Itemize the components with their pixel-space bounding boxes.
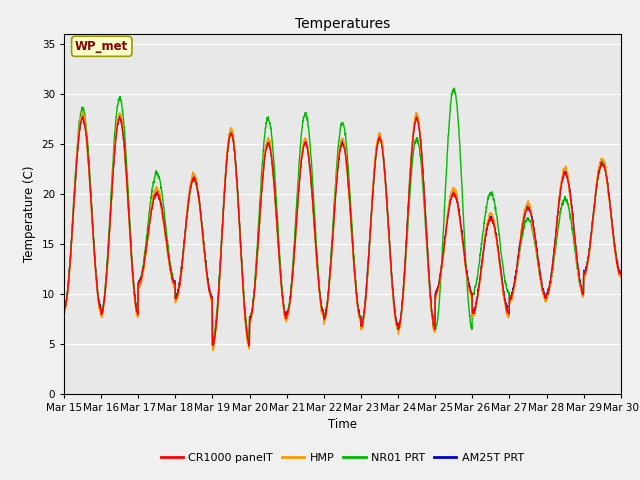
Y-axis label: Temperature (C): Temperature (C) bbox=[23, 165, 36, 262]
HMP bbox=[584, 264, 591, 269]
NR01 PRT bbox=[568, 223, 575, 228]
Line: CR1000 panelT: CR1000 panelT bbox=[64, 118, 621, 346]
HMP bbox=[209, 348, 217, 354]
HMP bbox=[216, 275, 223, 281]
Legend: CR1000 panelT, HMP, NR01 PRT, AM25T PRT: CR1000 panelT, HMP, NR01 PRT, AM25T PRT bbox=[156, 448, 529, 467]
CR1000 panelT bbox=[216, 279, 223, 285]
AM25T PRT bbox=[359, 319, 367, 324]
NR01 PRT bbox=[371, 165, 378, 171]
NR01 PRT bbox=[584, 262, 591, 267]
NR01 PRT bbox=[450, 85, 458, 91]
CR1000 panelT bbox=[568, 204, 575, 210]
AM25T PRT bbox=[371, 162, 379, 168]
NR01 PRT bbox=[617, 272, 625, 277]
Title: Temperatures: Temperatures bbox=[295, 17, 390, 31]
CR1000 panelT bbox=[359, 320, 367, 325]
AM25T PRT bbox=[79, 113, 87, 119]
NR01 PRT bbox=[60, 305, 68, 311]
NR01 PRT bbox=[358, 322, 366, 327]
HMP bbox=[60, 308, 68, 313]
Text: WP_met: WP_met bbox=[75, 40, 129, 53]
AM25T PRT bbox=[568, 203, 575, 209]
CR1000 panelT bbox=[504, 310, 512, 315]
X-axis label: Time: Time bbox=[328, 418, 357, 431]
HMP bbox=[504, 312, 512, 318]
CR1000 panelT bbox=[60, 304, 68, 310]
Line: AM25T PRT: AM25T PRT bbox=[64, 116, 621, 346]
Line: HMP: HMP bbox=[64, 112, 621, 351]
NR01 PRT bbox=[216, 272, 223, 277]
AM25T PRT bbox=[60, 304, 68, 310]
HMP bbox=[568, 207, 575, 213]
CR1000 panelT bbox=[617, 272, 625, 277]
NR01 PRT bbox=[504, 288, 512, 294]
AM25T PRT bbox=[209, 343, 217, 349]
HMP bbox=[359, 324, 367, 330]
HMP bbox=[617, 275, 625, 280]
AM25T PRT bbox=[504, 309, 512, 315]
NR01 PRT bbox=[209, 336, 216, 341]
AM25T PRT bbox=[216, 270, 223, 276]
CR1000 panelT bbox=[584, 261, 591, 266]
Line: NR01 PRT: NR01 PRT bbox=[64, 88, 621, 338]
HMP bbox=[371, 157, 379, 163]
CR1000 panelT bbox=[371, 163, 379, 169]
AM25T PRT bbox=[617, 271, 625, 276]
CR1000 panelT bbox=[79, 115, 86, 120]
AM25T PRT bbox=[584, 259, 591, 265]
HMP bbox=[79, 109, 86, 115]
CR1000 panelT bbox=[245, 343, 253, 348]
